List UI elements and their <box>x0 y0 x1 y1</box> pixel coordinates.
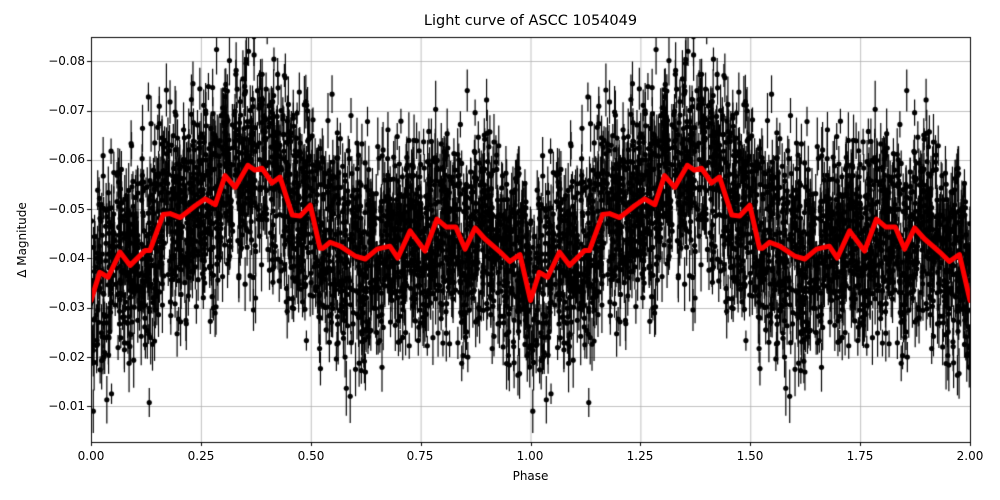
y-tick-label: −0.01 <box>48 399 85 413</box>
y-tick-label: −0.04 <box>48 251 85 265</box>
x-tick-label: 0.75 <box>406 449 434 463</box>
x-tick-label: 0.00 <box>77 449 105 463</box>
x-tick-label: 0.25 <box>187 449 215 463</box>
x-tick-label: 1.25 <box>626 449 654 463</box>
x-tick-label: 1.00 <box>516 449 544 463</box>
x-axis-label: Phase <box>512 469 549 483</box>
y-tick-label: −0.08 <box>48 54 85 68</box>
x-tick-label: 0.50 <box>297 449 325 463</box>
chart-title: Light curve of ASCC 1054049 <box>423 13 638 29</box>
y-tick-label: −0.02 <box>48 350 85 364</box>
y-tick-label: −0.05 <box>48 202 85 216</box>
y-tick-label: −0.07 <box>48 103 85 117</box>
y-tick-label: −0.03 <box>48 300 85 314</box>
x-tick-label: 1.75 <box>846 449 874 463</box>
y-axis-label: Δ Magnitude <box>15 202 29 278</box>
x-tick-label: 1.50 <box>736 449 764 463</box>
x-tick-label: 2.00 <box>956 449 984 463</box>
y-tick-label: −0.06 <box>48 152 85 166</box>
